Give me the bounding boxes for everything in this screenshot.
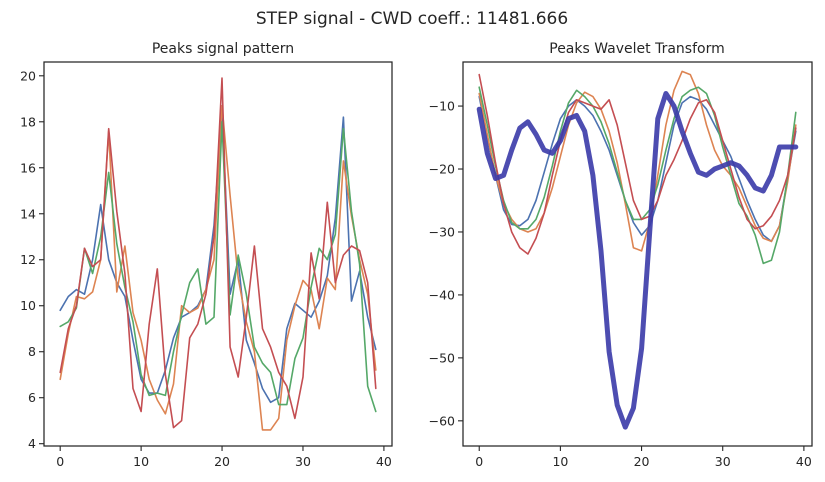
wavelet-transform-y-tick-label: −50	[429, 350, 455, 365]
wavelet-transform-x-tick-label: 40	[796, 454, 812, 469]
signal-pattern-y-tick-label: 16	[20, 160, 36, 175]
wavelet-transform-x-tick-label: 0	[475, 454, 483, 469]
signal-pattern-ticks: 0 10 20 30 40 4 6 8 10 12 14 16 18 20	[20, 68, 392, 469]
signal-pattern-y-tick-label: 4	[28, 436, 36, 451]
wavelet-transform-y-tick-label: −30	[429, 224, 455, 239]
signal-pattern-y-tick-label: 20	[20, 68, 36, 83]
wavelet-transform-x-tick-label: 20	[634, 454, 650, 469]
wavelet-transform-x-tick-label: 30	[715, 454, 731, 469]
signal-pattern-series-line-3	[59, 77, 377, 429]
wavelet-transform-panel: Peaks Wavelet Transform 0 10 20 30 40 −60 −50 −…	[429, 41, 813, 469]
signal-pattern-y-tick-label: 6	[28, 390, 36, 405]
signal-pattern-panel: Peaks signal pattern 0 10 20 30 40 4 6 8 10 12 14 1…	[20, 41, 393, 469]
signal-pattern-x-tick-label: 0	[56, 454, 64, 469]
signal-pattern-x-tick-label: 20	[214, 454, 230, 469]
wavelet-transform-series-line-0	[478, 95, 797, 243]
signal-pattern-y-tick-label: 8	[28, 344, 36, 359]
signal-pattern-title: Peaks signal pattern	[152, 41, 294, 57]
wavelet-transform-series-line-3	[478, 73, 797, 255]
signal-pattern-y-tick-label: 12	[20, 252, 36, 267]
signal-pattern-y-tick-label: 10	[20, 298, 36, 313]
wavelet-transform-series-line-1	[478, 70, 797, 252]
wavelet-transform-frame	[462, 61, 813, 447]
signal-pattern-x-tick-label: 40	[376, 454, 392, 469]
wavelet-transform-x-tick-label: 10	[552, 454, 568, 469]
signal-pattern-y-tick-label: 18	[20, 114, 36, 129]
wavelet-transform-series	[476, 70, 799, 430]
wavelet-transform-title: Peaks Wavelet Transform	[549, 41, 725, 57]
figure-suptitle: STEP signal - CWD coeff.: 11481.666	[256, 9, 568, 29]
wavelet-transform-series-line-4	[476, 91, 799, 430]
wavelet-transform-y-tick-label: −20	[429, 162, 455, 177]
signal-pattern-series	[59, 77, 377, 431]
wavelet-transform-ticks: 0 10 20 30 40 −60 −50 −40 −30 −20 −10	[429, 99, 812, 469]
wavelet-transform-y-tick-label: −60	[429, 413, 455, 428]
signal-pattern-x-tick-label: 10	[133, 454, 149, 469]
wavelet-transform-y-tick-label: −40	[429, 287, 455, 302]
signal-pattern-frame	[43, 61, 393, 447]
signal-pattern-x-tick-label: 30	[295, 454, 311, 469]
wavelet-transform-y-tick-label: −10	[429, 99, 455, 114]
signal-pattern-y-tick-label: 14	[20, 206, 36, 221]
